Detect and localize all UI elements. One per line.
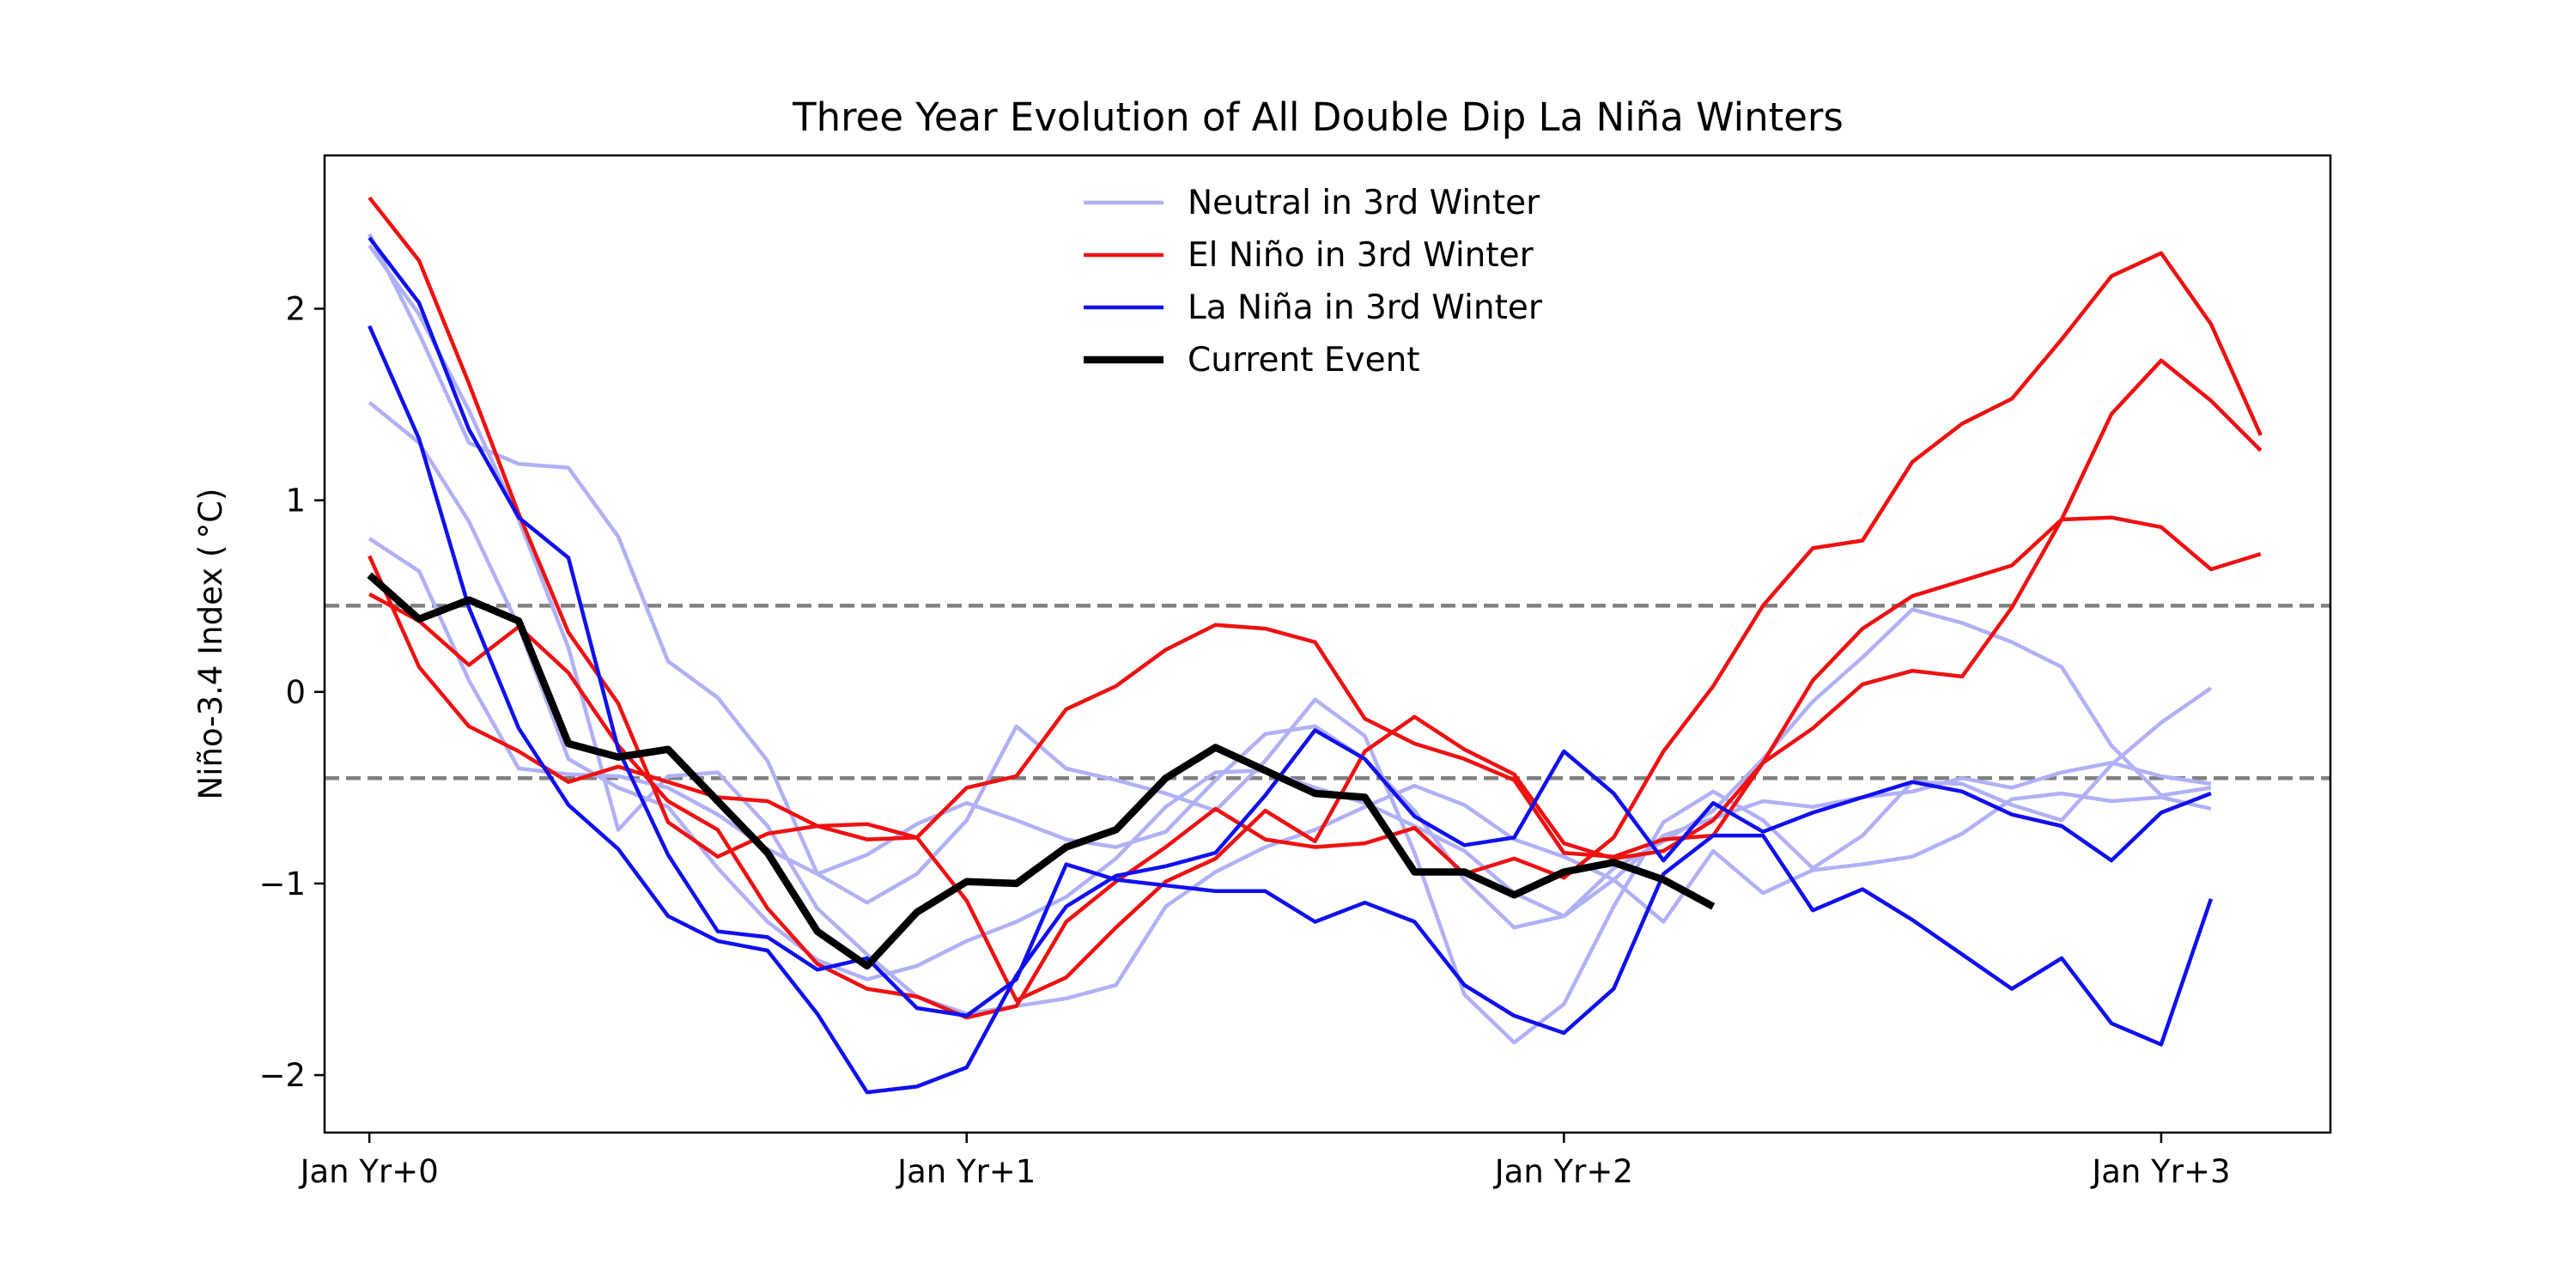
legend: Neutral in 3rd Winter El Niño in 3rd Wint… <box>1084 184 1543 380</box>
series-line-6 <box>368 251 2263 1020</box>
plot-frame <box>323 154 2332 1134</box>
x-tick-label-0: Jan Yr+0 <box>299 1153 439 1190</box>
x-tick-label-2: Jan Yr+2 <box>1493 1153 1633 1190</box>
y-tick-label-2: 0 <box>285 674 306 711</box>
series-line-4 <box>368 196 2262 1003</box>
y-tick-label-1: −1 <box>258 866 306 902</box>
x-tick-label-1: Jan Yr+1 <box>896 1153 1036 1190</box>
series-line-7 <box>368 236 2214 1047</box>
legend-label-0: Neutral in 3rd Winter <box>1188 184 1540 222</box>
series-line-3 <box>368 233 2213 1045</box>
axis-ticks: Jan Yr+0 Jan Yr+1 Jan Yr+2 Jan Yr+3 −2 −1 0 1 2 <box>258 291 2230 1190</box>
y-tick-label-0: −2 <box>258 1057 306 1094</box>
series-line-9-current-event <box>367 572 1716 970</box>
legend-label-1: El Niño in 3rd Winter <box>1188 236 1534 275</box>
legend-label-3: Current Event <box>1188 341 1420 380</box>
y-axis-label: Niño-3.4 Index ( °C) <box>192 489 229 800</box>
y-tick-label-4: 2 <box>285 291 306 328</box>
y-tick-label-3: 1 <box>285 483 306 519</box>
plot-area <box>325 196 2330 1095</box>
legend-label-2: La Niña in 3rd Winter <box>1188 289 1543 327</box>
series-line-0 <box>368 244 2212 1016</box>
series-line-8 <box>368 325 2212 1095</box>
series-line-5 <box>368 358 2263 859</box>
chart-title: Three Year Evolution of All Double Dip L… <box>792 94 1844 140</box>
x-tick-label-3: Jan Yr+3 <box>2090 1153 2230 1190</box>
